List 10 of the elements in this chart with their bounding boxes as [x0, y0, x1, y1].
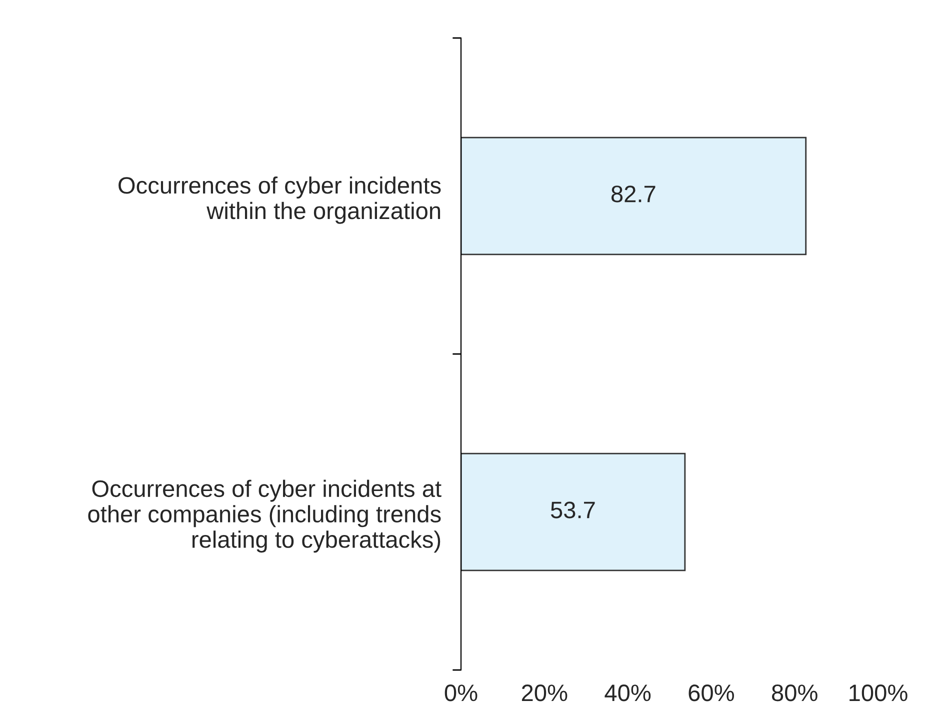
x-tick-label: 40% — [604, 684, 651, 702]
x-tick-label: 0% — [444, 684, 478, 702]
data-label: 53.7 — [550, 502, 595, 518]
y-tick-label: Occurrences of cyber incidents at other companies (including trends relating to cyberattacks) — [88, 480, 442, 553]
y-tick-label: Occurrences of cyber incidents within the organization — [118, 176, 441, 224]
x-tick-label: 80% — [772, 684, 818, 702]
x-tick-label: 60% — [688, 684, 734, 702]
x-tick-label: 20% — [522, 684, 568, 702]
x-tick-label: 100% — [850, 684, 908, 702]
data-label: 82.7 — [611, 186, 656, 202]
